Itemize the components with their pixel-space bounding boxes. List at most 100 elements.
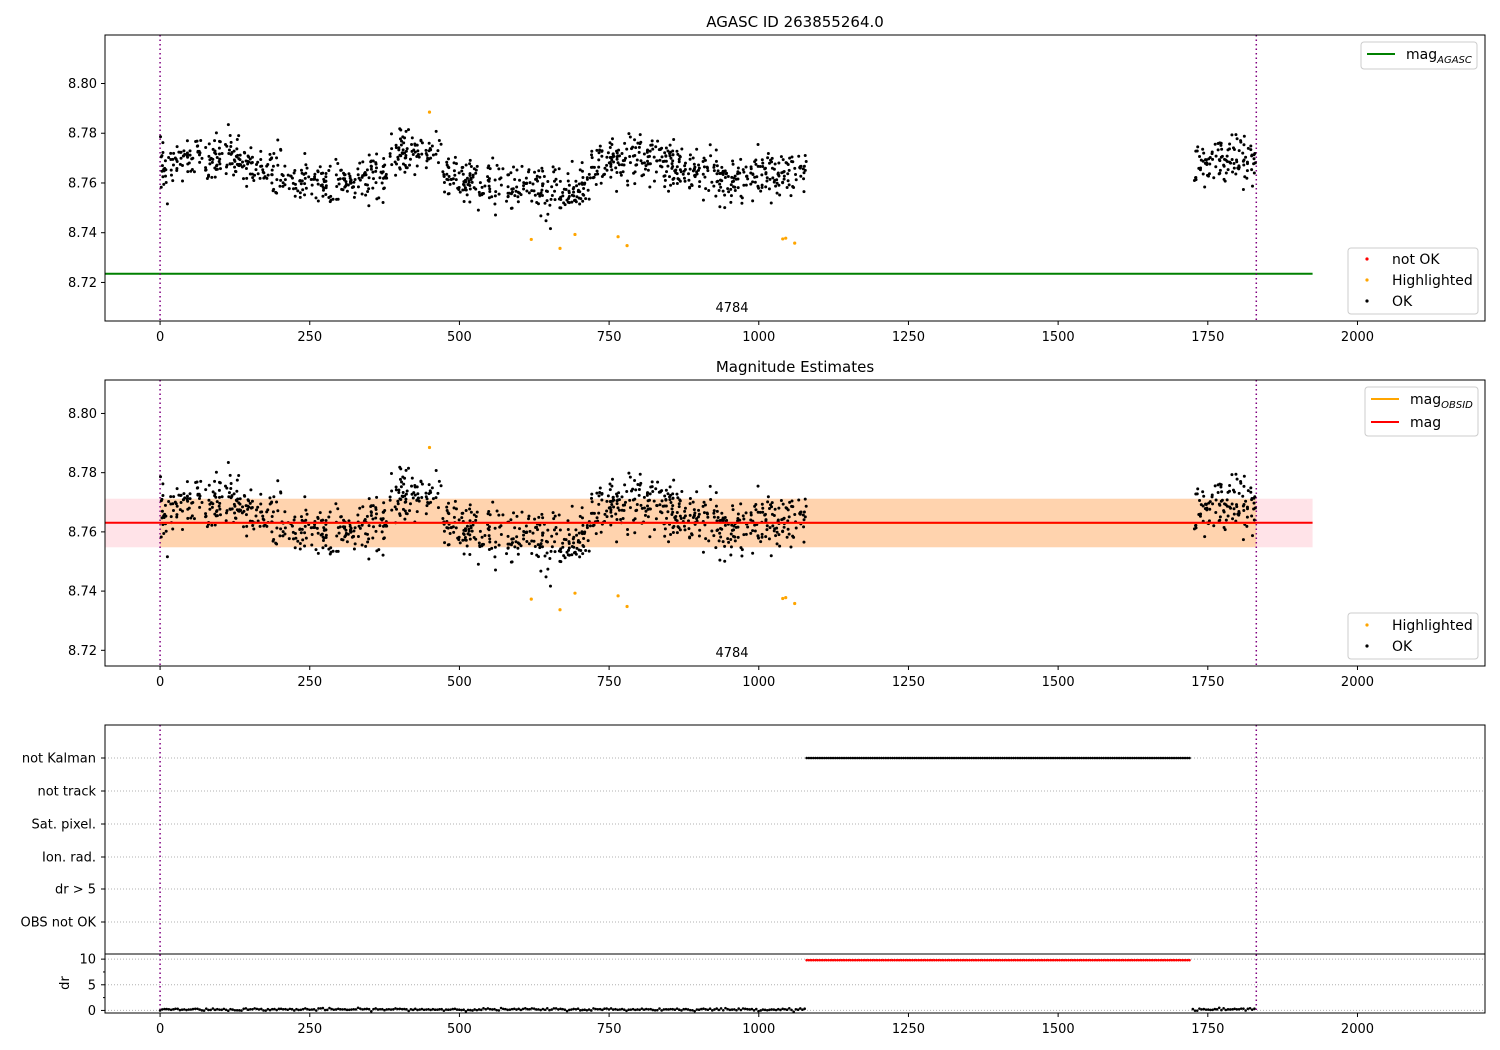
dr-point	[207, 1008, 210, 1012]
data-point-ok	[588, 176, 592, 180]
data-point-ok	[1226, 514, 1230, 518]
data-point-ok	[244, 167, 248, 171]
data-point-ok	[165, 202, 169, 206]
dr-point-not-kalman	[992, 958, 995, 962]
panel-magnitude-estimates: Magnitude Estimates 0 250 500 750 1000 1250 15…	[68, 358, 1486, 690]
data-point-ok	[226, 460, 230, 464]
dr-point	[539, 1008, 542, 1012]
data-point-ok	[465, 524, 469, 528]
data-point-ok	[483, 533, 487, 537]
data-point-ok	[541, 182, 545, 186]
data-point-ok	[343, 178, 347, 182]
data-point-ok	[717, 539, 721, 543]
dr-point	[1242, 1007, 1245, 1010]
legend-top[interactable]: magAGASC	[1360, 41, 1478, 70]
data-point-ok	[548, 584, 552, 588]
data-point-ok	[304, 508, 308, 512]
data-point-ok	[1245, 515, 1249, 519]
dr-point-not-kalman	[908, 958, 912, 962]
flag-point	[1084, 756, 1088, 760]
data-point-ok	[1226, 148, 1230, 152]
dr-point-not-kalman	[829, 958, 833, 962]
dr-point	[345, 1008, 349, 1012]
data-point-ok	[367, 204, 371, 208]
dr-point	[713, 1008, 716, 1011]
data-point-ok	[238, 153, 242, 157]
flag-point	[1108, 756, 1112, 760]
data-point-ok	[180, 163, 184, 167]
data-point-ok	[509, 192, 513, 196]
dr-point	[794, 1008, 798, 1011]
data-point-ok	[619, 173, 623, 177]
data-point-ok	[303, 176, 307, 180]
data-point-ok	[729, 183, 733, 187]
data-point-ok	[346, 532, 350, 536]
data-point-ok	[412, 148, 416, 152]
data-point-highlighted	[529, 237, 533, 242]
flag-point	[941, 756, 945, 760]
data-point-ok	[1205, 508, 1209, 512]
data-point-ok	[324, 544, 328, 548]
y-tick-label: 8.76	[68, 525, 97, 540]
data-point-ok	[179, 150, 183, 154]
data-point-ok	[1252, 171, 1256, 175]
dr-point	[684, 1007, 688, 1011]
flag-point	[1155, 756, 1158, 760]
data-point-ok	[472, 513, 476, 517]
data-point-ok	[367, 187, 371, 191]
dr-point	[748, 1008, 751, 1011]
flag-point	[840, 756, 844, 760]
data-point-ok	[487, 196, 491, 200]
flag-point	[833, 756, 837, 760]
flag-point	[1181, 756, 1185, 760]
legend-bottom[interactable]: not OK Highlighted OK	[1347, 247, 1479, 315]
legend-bottom[interactable]: Highlighted OK	[1347, 612, 1479, 660]
dr-point	[383, 1008, 386, 1012]
data-point-ok	[688, 536, 692, 540]
data-point-ok	[512, 165, 516, 169]
data-point-ok	[720, 165, 724, 169]
flag-point	[1130, 756, 1134, 760]
dr-point	[550, 1008, 553, 1011]
legend-top[interactable]: magOBSID mag	[1364, 386, 1479, 437]
data-point-ok	[448, 532, 452, 536]
data-point-ok	[185, 494, 189, 498]
dr-point	[196, 1007, 199, 1011]
flag-point	[1163, 756, 1167, 760]
data-point-ok	[802, 171, 806, 175]
data-point-ok	[610, 514, 614, 518]
flag-point	[985, 756, 989, 760]
flag-point	[904, 756, 907, 760]
data-point-ok	[623, 141, 627, 145]
data-point-ok	[495, 163, 499, 167]
dr-point-not-kalman	[946, 958, 949, 962]
data-point-ok	[1252, 153, 1256, 157]
dr-point-not-kalman	[1141, 958, 1145, 962]
data-point-ok	[519, 193, 523, 197]
data-point-ok	[255, 162, 259, 166]
data-point-ok	[291, 537, 295, 541]
data-point-ok	[244, 504, 248, 508]
dr-point	[673, 1008, 677, 1012]
data-point-ok	[525, 540, 529, 544]
data-point-ok	[731, 159, 735, 163]
data-point-ok	[742, 170, 746, 174]
data-point-ok	[558, 179, 562, 183]
data-point-ok	[358, 526, 362, 530]
data-point-ok	[576, 540, 580, 544]
x-tick-label: 750	[597, 1022, 622, 1037]
dr-point	[237, 1009, 241, 1012]
dr-point	[561, 1007, 564, 1011]
data-point-ok	[509, 543, 513, 547]
data-point-ok	[638, 142, 642, 146]
dr-point	[792, 1010, 795, 1014]
data-point-ok	[413, 143, 417, 147]
flag-point	[836, 756, 839, 760]
data-point-ok	[233, 516, 237, 520]
data-point-ok	[597, 165, 601, 169]
flag-point	[952, 756, 956, 760]
data-point-ok	[298, 179, 302, 183]
x-tick-label: 1750	[1191, 1022, 1224, 1037]
data-point-ok	[652, 155, 656, 159]
data-point-ok	[525, 181, 529, 185]
